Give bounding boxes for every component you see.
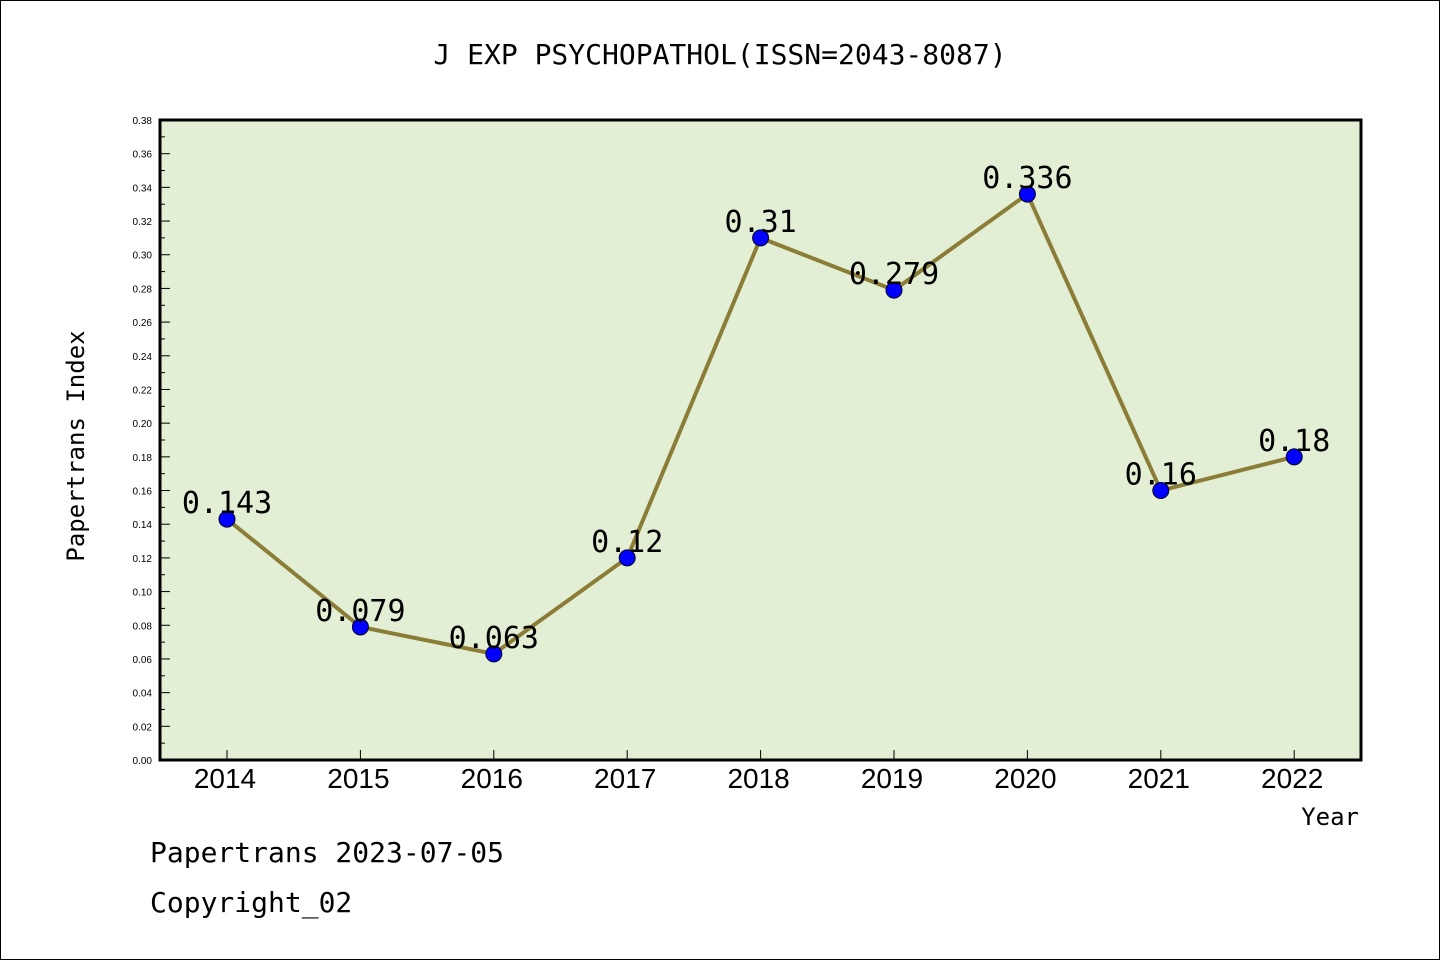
data-point — [752, 229, 770, 247]
footer-copyright: Copyright_02 — [150, 886, 353, 919]
y-tick-label: 0.08 — [133, 621, 153, 632]
x-tick-label: 2016 — [461, 763, 523, 794]
y-tick-label: 0.14 — [133, 520, 153, 531]
data-labels: 0.143 0.079 0.063 0.12 0.31 0.279 0.336 0.16 0.1… — [182, 161, 1330, 656]
data-point — [1152, 482, 1170, 500]
y-tick-label: 0.04 — [133, 689, 153, 700]
x-tick-label: 2018 — [727, 763, 789, 794]
y-tick-label: 0.24 — [133, 352, 153, 363]
data-label: 0.12 — [591, 525, 663, 560]
x-tick-label: 2022 — [1261, 763, 1323, 794]
data-point — [1285, 448, 1303, 466]
data-label: 0.279 — [849, 257, 939, 292]
x-axis: 2014 2015 2016 2017 2018 2019 2020 2021 2022 — [194, 750, 1323, 794]
data-label: 0.063 — [449, 621, 539, 656]
data-point — [485, 645, 503, 663]
data-point — [885, 281, 903, 299]
data-label: 0.079 — [315, 594, 405, 629]
y-tick-label: 0.06 — [133, 655, 153, 666]
x-axis-label: Year — [1301, 803, 1359, 831]
x-tick-label: 2014 — [194, 763, 256, 794]
y-tick-label: 0.16 — [133, 487, 153, 498]
data-label: 0.18 — [1258, 424, 1330, 459]
data-point — [218, 510, 236, 528]
y-tick-label: 0.10 — [133, 588, 153, 599]
y-axis: 0.00 0.02 0.04 0.06 0.08 0.10 0.12 0.14 0.16 0.18… — [133, 116, 170, 767]
y-tick-label: 0.00 — [133, 756, 153, 767]
chart-title: J EXP PSYCHOPATHOL(ISSN=2043-8087) — [433, 38, 1007, 71]
y-tick-label: 0.12 — [133, 554, 153, 565]
y-tick-label: 0.02 — [133, 722, 153, 733]
x-tick-label: 2017 — [594, 763, 656, 794]
y-tick-label: 0.20 — [133, 419, 153, 430]
x-tick-label: 2019 — [861, 763, 923, 794]
y-tick-label: 0.28 — [133, 284, 153, 295]
y-tick-label: 0.34 — [133, 183, 153, 194]
data-label: 0.31 — [724, 205, 796, 240]
footer-date: Papertrans 2023-07-05 — [150, 836, 505, 869]
x-tick-label: 2020 — [994, 763, 1056, 794]
x-tick-label: 2015 — [327, 763, 389, 794]
x-tick-label: 2021 — [1128, 763, 1190, 794]
data-point — [618, 549, 636, 567]
y-tick-label: 0.18 — [133, 453, 153, 464]
data-point — [1018, 185, 1036, 203]
y-tick-label: 0.30 — [133, 251, 153, 262]
plot-area — [158, 118, 1363, 762]
data-point — [351, 618, 369, 636]
y-tick-label: 0.26 — [133, 318, 153, 329]
data-label: 0.336 — [982, 161, 1072, 196]
y-tick-label: 0.32 — [133, 217, 153, 228]
y-tick-label: 0.22 — [133, 385, 153, 396]
y-tick-label: 0.38 — [133, 116, 153, 127]
data-label: 0.143 — [182, 486, 272, 521]
data-label: 0.16 — [1125, 458, 1197, 493]
y-axis-label: Papertrans Index — [62, 330, 90, 561]
y-tick-label: 0.36 — [133, 150, 153, 161]
data-markers — [218, 185, 1303, 663]
